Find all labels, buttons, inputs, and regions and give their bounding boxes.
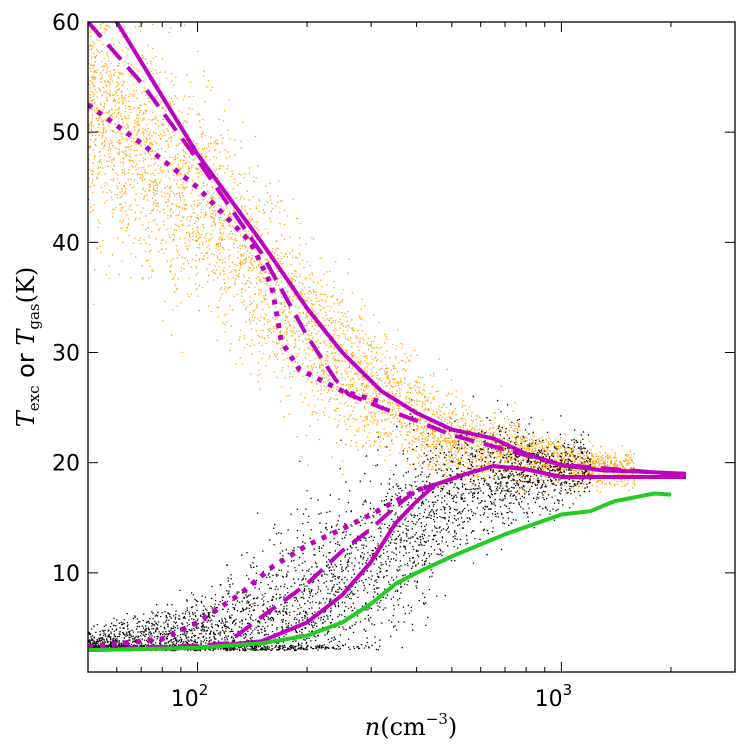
y-axis-label-s1: exc bbox=[25, 385, 43, 411]
series-Texc-dotted bbox=[88, 482, 436, 650]
x-tick-label: 103 bbox=[535, 681, 573, 712]
y-tick-label: 60 bbox=[52, 11, 80, 36]
y-tick-label: 10 bbox=[52, 562, 80, 587]
series-Tgas-dashed bbox=[88, 22, 672, 476]
x-axis-label-exp: −3 bbox=[426, 710, 448, 728]
series-layer bbox=[88, 22, 687, 652]
y-axis-label-t2: T bbox=[12, 328, 40, 346]
series-Texc-green bbox=[88, 491, 672, 652]
x-tick-exp: 2 bbox=[199, 681, 209, 699]
x-tick-base: 10 bbox=[535, 687, 563, 712]
x-axis-label: n(cm−3) bbox=[365, 710, 458, 741]
series-Texc-solid bbox=[88, 464, 686, 652]
x-tick-base: 10 bbox=[171, 687, 199, 712]
y-axis-label-s2: gas bbox=[25, 303, 43, 329]
y-axis-label-unit: (K) bbox=[12, 267, 40, 304]
x-tick-exp: 3 bbox=[563, 681, 573, 699]
x-axis-label-close: ) bbox=[448, 713, 457, 741]
x-axis-label-open: ( bbox=[380, 713, 389, 741]
y-tick-label: 20 bbox=[52, 452, 80, 477]
x-axis-label-var: n bbox=[365, 713, 380, 741]
plot-frame bbox=[87, 21, 736, 673]
y-tick-label: 30 bbox=[52, 342, 80, 367]
y-tick-label: 40 bbox=[52, 231, 80, 256]
y-tick-label: 50 bbox=[52, 121, 80, 146]
series-Texc-dashed bbox=[88, 482, 436, 652]
x-tick-label: 102 bbox=[171, 681, 209, 712]
x-axis-label-unit: cm bbox=[390, 713, 426, 741]
y-axis-label-mid: or bbox=[12, 346, 40, 386]
y-axis-label-t1: T bbox=[12, 409, 40, 427]
y-axis-label: Texc or Tgas(K) bbox=[12, 267, 43, 428]
